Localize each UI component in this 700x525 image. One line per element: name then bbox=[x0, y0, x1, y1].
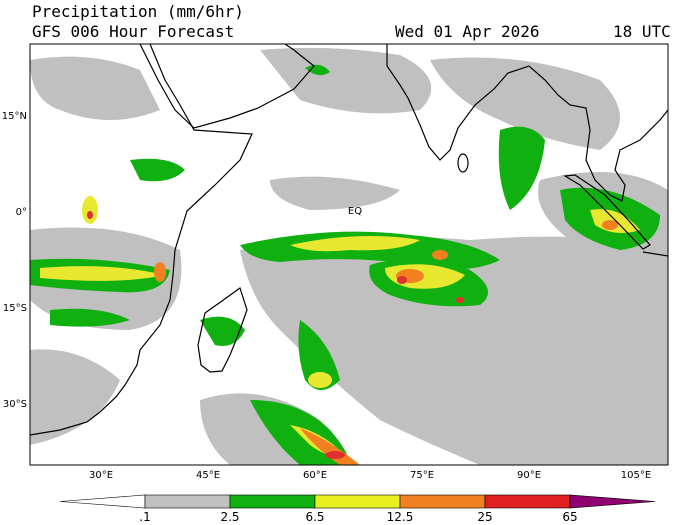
title: Precipitation (mm/6hr) bbox=[32, 2, 244, 21]
lat-label: 15°S bbox=[3, 303, 27, 314]
lon-label: 45°E bbox=[196, 470, 220, 481]
precip-field bbox=[30, 47, 668, 465]
valid-date: Wed 01 Apr 2026 bbox=[395, 22, 540, 41]
colorbar-label: 12.5 bbox=[387, 510, 414, 524]
lat-label: 30°S bbox=[3, 399, 27, 410]
map-frame bbox=[29, 43, 669, 466]
lon-label: 90°E bbox=[517, 470, 541, 481]
colorbar-label: 2.5 bbox=[220, 510, 239, 524]
lat-label: 0° bbox=[16, 207, 27, 218]
lat-label: 15°N bbox=[2, 111, 27, 122]
lon-label: 75°E bbox=[410, 470, 434, 481]
colorbar-label: 6.5 bbox=[305, 510, 324, 524]
lon-label: 60°E bbox=[303, 470, 327, 481]
equator-label: EQ bbox=[348, 206, 362, 217]
valid-time: 18 UTC bbox=[613, 22, 671, 41]
lon-label: 30°E bbox=[89, 470, 113, 481]
coastlines bbox=[30, 44, 668, 436]
lon-label: 105°E bbox=[621, 470, 651, 481]
colorbar-label: 25 bbox=[477, 510, 492, 524]
map: EQ 15°N 0° 15°S 30°S 30°E 45°E 60°E 75°E… bbox=[2, 43, 669, 481]
colorbar-label: 65 bbox=[562, 510, 577, 524]
subtitle: GFS 006 Hour Forecast bbox=[32, 22, 234, 41]
colorbar-label: .1 bbox=[139, 510, 150, 524]
colorbar bbox=[59, 494, 656, 509]
